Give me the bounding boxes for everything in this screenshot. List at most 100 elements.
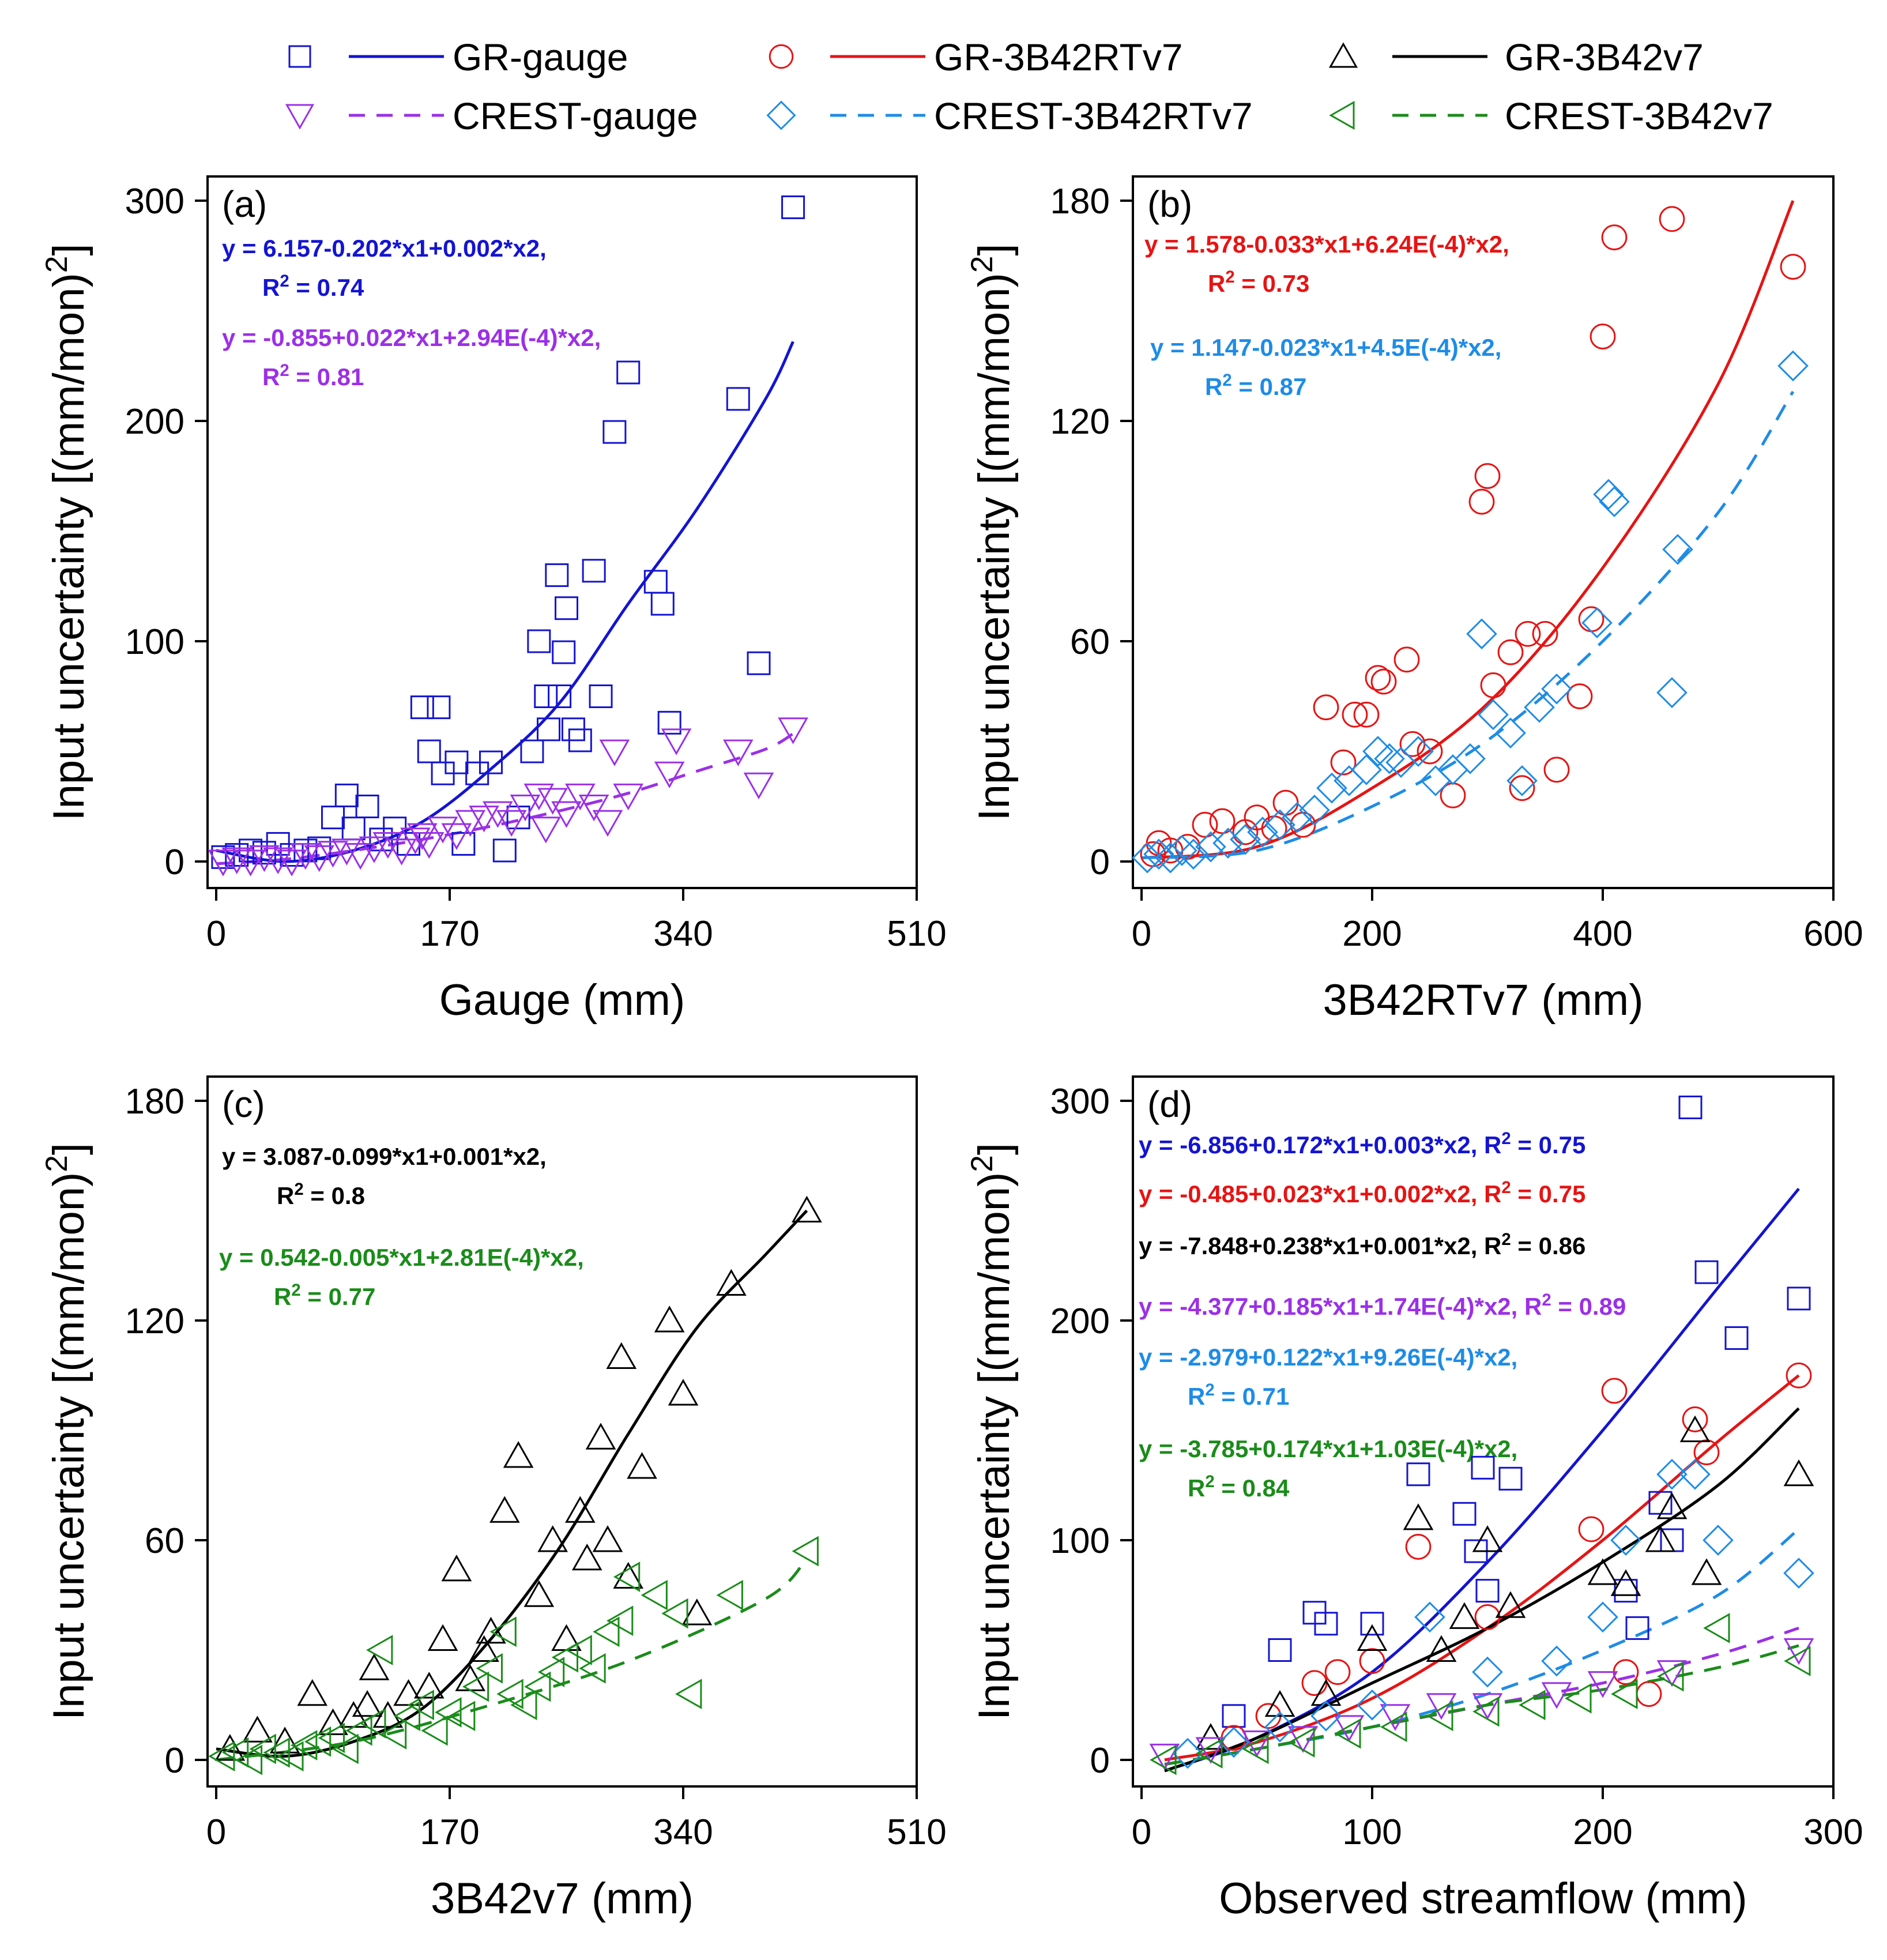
point-crest-3b42rtv7	[1247, 817, 1278, 848]
point-crest-gauge	[778, 717, 808, 744]
point-gr-3b42rtv7	[1301, 1670, 1328, 1696]
point-gr-3b42v7	[564, 1496, 596, 1523]
point-gr-3b42v7	[1645, 1525, 1676, 1552]
point-gr-3b42v7	[1495, 1591, 1526, 1618]
point-gr-3b42rtv7	[1474, 463, 1501, 489]
point-crest-3b42rtv7	[1282, 802, 1313, 833]
point-crest-3b42v7	[421, 1715, 448, 1746]
point-gr-gauge	[492, 838, 517, 863]
regression-equation: y = -3.785+0.174*x1+1.03E(-4)*x2,	[1139, 1435, 1517, 1462]
point-gr-gauge	[616, 360, 641, 385]
point-gr-3b42v7	[1656, 1492, 1688, 1519]
point-gr-3b42rtv7	[1417, 738, 1443, 765]
point-gr-3b42rtv7	[1636, 1681, 1662, 1707]
x-tick-label: 0	[206, 1812, 226, 1852]
point-crest-3b42rtv7	[1610, 1525, 1641, 1556]
point-crest-3b42rtv7	[1172, 1737, 1203, 1769]
point-gr-3b42v7	[606, 1342, 637, 1369]
point-gr-gauge	[410, 695, 434, 720]
point-gr-3b42rtv7	[1693, 1439, 1720, 1466]
point-crest-3b42rtv7	[1593, 479, 1624, 510]
point-gr-gauge	[1452, 1502, 1477, 1526]
point-crest-3b42v7	[1784, 1646, 1811, 1676]
point-gr-gauge	[1406, 1462, 1430, 1487]
x-tick-label: 200	[1573, 1812, 1632, 1852]
point-crest-gauge	[537, 788, 568, 815]
point-gr-gauge	[1268, 1638, 1292, 1662]
point-crest-3b42rtv7	[1478, 699, 1509, 731]
point-crest-3b42v7	[235, 1744, 263, 1775]
point-gr-3b42rtv7	[1244, 804, 1270, 830]
fit-line-gr-3b42v7	[1164, 1407, 1800, 1773]
panel-label: (d)	[1147, 1084, 1192, 1125]
point-gr-gauge	[1222, 1704, 1246, 1728]
point-crest-gauge	[235, 849, 266, 876]
point-crest-gauge	[530, 817, 562, 844]
point-gr-3b42rtv7	[1342, 701, 1368, 728]
point-gr-gauge	[650, 592, 675, 616]
point-gr-gauge	[1471, 1455, 1495, 1480]
point-gr-3b42rtv7	[1532, 620, 1558, 647]
plot-frame	[1132, 175, 1835, 889]
point-crest-gauge	[510, 795, 541, 822]
point-crest-3b42rtv7	[1230, 823, 1261, 855]
point-crest-3b42rtv7	[1299, 795, 1330, 826]
point-crest-gauge	[331, 838, 362, 866]
point-crest-gauge	[345, 843, 376, 870]
point-gr-gauge	[534, 684, 558, 708]
point-gr-gauge	[1475, 1579, 1500, 1603]
regression-equation: y = 6.157-0.202*x1+0.002*x2,	[222, 235, 547, 262]
point-gr-gauge	[427, 695, 451, 720]
point-gr-3b42v7	[523, 1580, 555, 1607]
regression-r2: R2 = 0.73	[1208, 268, 1309, 298]
point-crest-3b42v7	[476, 1653, 503, 1684]
point-gr-3b42rtv7	[1359, 1648, 1385, 1674]
regression-equation: y = -4.377+0.185*x1+1.74E(-4)*x2, R2 = 0…	[1139, 1291, 1626, 1321]
point-crest-3b42v7	[551, 1642, 578, 1673]
x-tick-label: 340	[653, 1812, 713, 1852]
point-gr-3b42rtv7	[1601, 1378, 1628, 1404]
point-crest-3b42v7	[1334, 1718, 1361, 1749]
legend-label-crest-3b42v7: CREST-3B42v7	[1505, 95, 1773, 137]
point-crest-3b42rtv7	[1218, 1726, 1249, 1758]
y-tick-label: 120	[125, 1301, 184, 1341]
point-crest-gauge	[1472, 1693, 1503, 1720]
point-gr-3b42v7	[297, 1679, 328, 1706]
legend-label-gr-3b42v7: GR-3B42v7	[1505, 36, 1704, 78]
point-gr-gauge	[657, 710, 681, 735]
y-tick-label: 120	[1050, 402, 1110, 442]
regression-r2: R2 = 0.87	[1205, 371, 1306, 401]
point-gr-gauge	[1314, 1612, 1338, 1636]
point-gr-3b42v7	[627, 1452, 657, 1479]
point-gr-3b42v7	[1679, 1415, 1711, 1442]
x-axis-label: Gauge (mm)	[439, 976, 686, 1025]
point-gr-3b42v7	[1691, 1558, 1722, 1585]
point-crest-3b42rtv7	[1506, 765, 1538, 796]
point-gr-3b42rtv7	[1509, 775, 1535, 802]
point-crest-3b42v7	[291, 1730, 318, 1760]
point-gr-gauge	[1678, 1095, 1703, 1119]
point-crest-3b42v7	[565, 1635, 592, 1665]
y-tick-label: 60	[145, 1521, 184, 1561]
y-axis-label: Input uncertainty [(mm/mon)2]	[965, 243, 1019, 821]
point-crest-gauge	[1426, 1693, 1457, 1720]
point-gr-3b42v7	[413, 1672, 445, 1699]
point-crest-gauge	[262, 847, 293, 875]
point-crest-3b42v7	[1288, 1727, 1315, 1758]
point-gr-3b42rtv7	[1353, 701, 1380, 728]
point-crest-3b42rtv7	[1357, 1689, 1388, 1721]
point-gr-gauge	[1787, 1286, 1811, 1311]
point-crest-gauge	[1149, 1743, 1180, 1771]
y-axis-label: Input uncertainty [(mm/mon)2]	[40, 1143, 94, 1720]
point-gr-3b42v7	[571, 1543, 602, 1571]
point-gr-3b42v7	[792, 1195, 822, 1222]
point-crest-gauge	[441, 823, 472, 850]
fit-line-gr-3b42rtv7	[1141, 200, 1795, 860]
point-gr-3b42v7	[1357, 1624, 1388, 1651]
y-tick-label: 300	[1050, 1082, 1110, 1122]
point-gr-3b42rtv7	[1468, 488, 1495, 515]
point-gr-3b42v7	[716, 1269, 747, 1296]
point-crest-3b42rtv7	[1777, 350, 1809, 382]
point-crest-gauge	[1241, 1730, 1272, 1758]
